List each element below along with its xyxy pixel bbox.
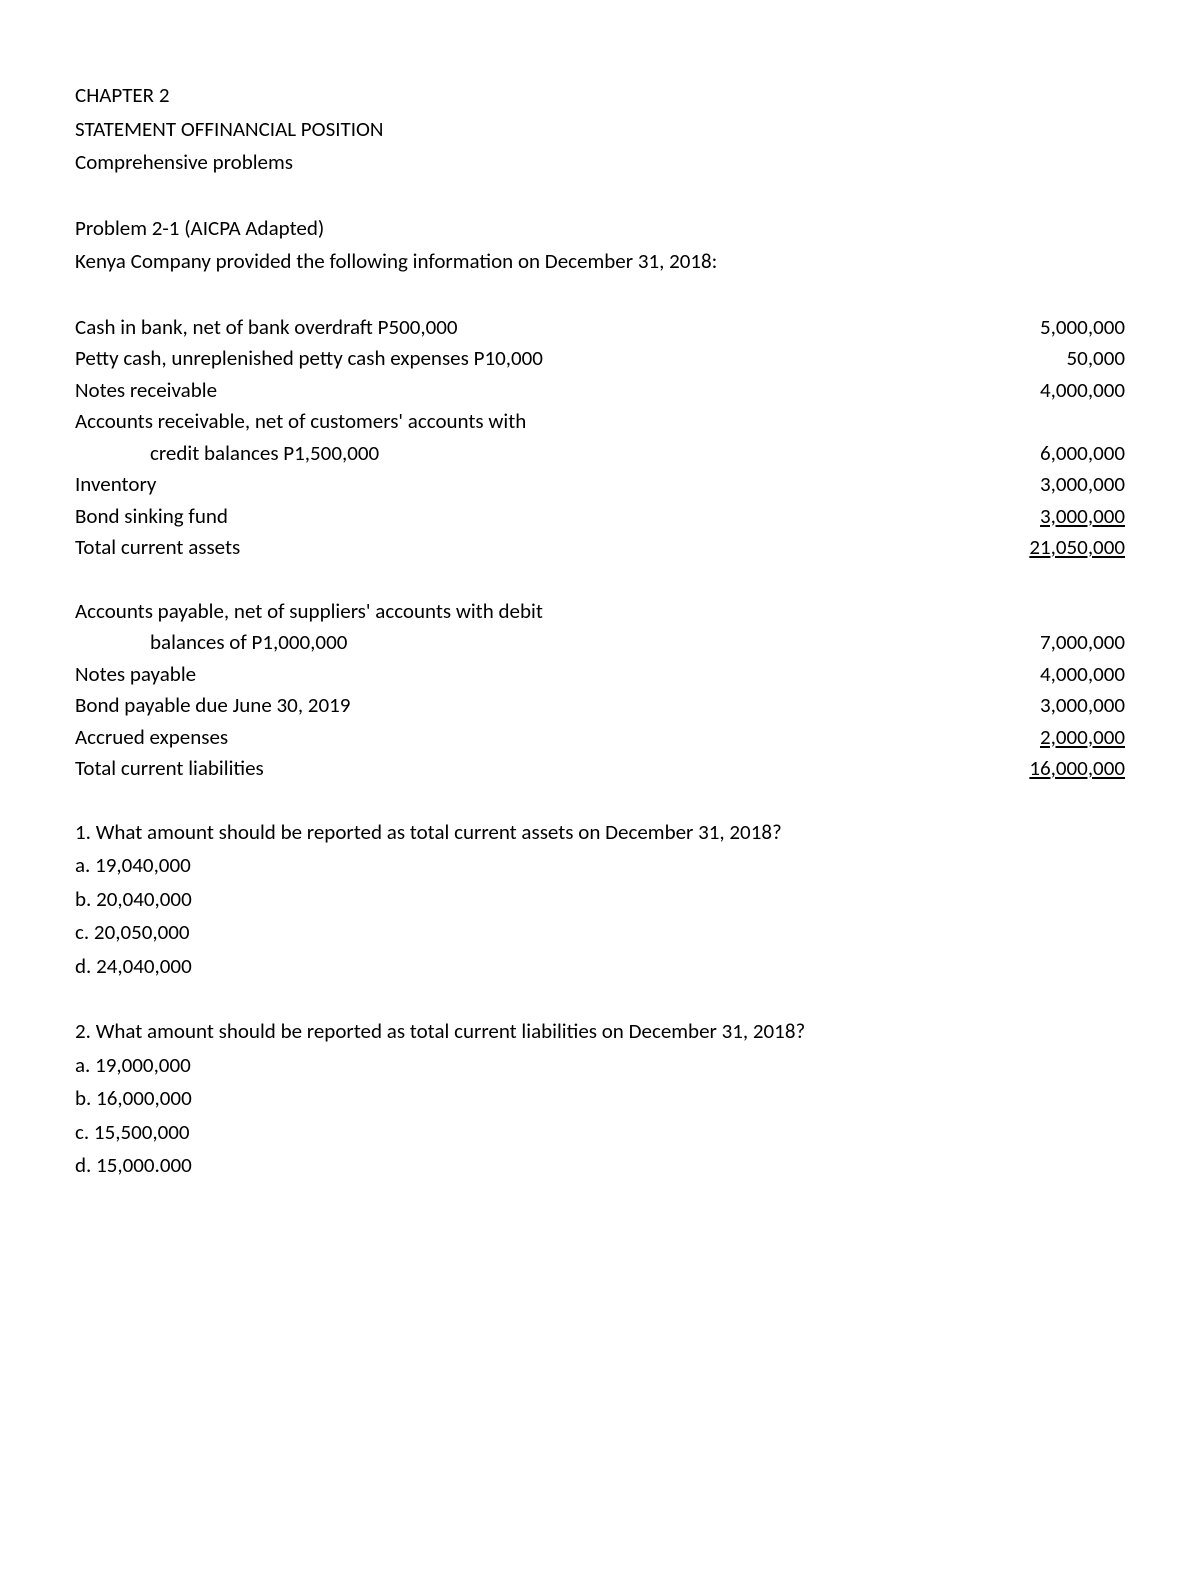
table-row: credit balances P1,500,0006,000,000: [75, 438, 1125, 470]
answer-option: b. 20,040,000: [75, 884, 1125, 916]
spacer: [75, 564, 1125, 596]
row-label: Bond payable due June 30, 2019: [75, 690, 975, 722]
table-row: Cash in bank, net of bank overdraft P500…: [75, 312, 1125, 344]
row-label: Total current liabilities: [75, 753, 975, 785]
problem-number: Problem 2-1 (AICPA Adapted): [75, 213, 1125, 245]
table-row: Petty cash, unreplenished petty cash exp…: [75, 343, 1125, 375]
table-row: Notes receivable4,000,000: [75, 375, 1125, 407]
answer-option: a. 19,040,000: [75, 850, 1125, 882]
row-value: 4,000,000: [975, 375, 1125, 407]
spacer: [75, 984, 1125, 1016]
row-value: 3,000,000: [975, 469, 1125, 501]
row-value: 5,000,000: [975, 312, 1125, 344]
table-row: Total current assets21,050,000: [75, 532, 1125, 564]
header-section: CHAPTER 2 STATEMENT OFFINANCIAL POSITION…: [75, 80, 1125, 179]
question-block: 1. What amount should be reported as tot…: [75, 817, 1125, 983]
row-value: 6,000,000: [975, 438, 1125, 470]
subtitle-line: Comprehensive problems: [75, 147, 1125, 179]
row-label: Bond sinking fund: [75, 501, 975, 533]
row-value: 3,000,000: [975, 501, 1125, 533]
row-label: Cash in bank, net of bank overdraft P500…: [75, 312, 975, 344]
question-block: 2. What amount should be reported as tot…: [75, 1016, 1125, 1182]
table-row: Accounts receivable, net of customers' a…: [75, 406, 1125, 438]
answer-option: d. 24,040,000: [75, 951, 1125, 983]
row-value: 50,000: [975, 343, 1125, 375]
row-label: balances of P1,000,000: [75, 627, 975, 659]
spacer: [75, 280, 1125, 312]
problem-header: Problem 2-1 (AICPA Adapted) Kenya Compan…: [75, 213, 1125, 278]
table-row: Accounts payable, net of suppliers' acco…: [75, 596, 1125, 628]
assets-table: Cash in bank, net of bank overdraft P500…: [75, 312, 1125, 564]
row-label: Accrued expenses: [75, 722, 975, 754]
row-value: 2,000,000: [975, 722, 1125, 754]
question-text: 1. What amount should be reported as tot…: [75, 817, 1125, 849]
table-row: Inventory3,000,000: [75, 469, 1125, 501]
row-label: Petty cash, unreplenished petty cash exp…: [75, 343, 975, 375]
row-label: Notes receivable: [75, 375, 975, 407]
table-row: Notes payable4,000,000: [75, 659, 1125, 691]
answer-option: a. 19,000,000: [75, 1050, 1125, 1082]
row-value: 21,050,000: [975, 532, 1125, 564]
row-label: credit balances P1,500,000: [75, 438, 975, 470]
row-value: 4,000,000: [975, 659, 1125, 691]
spacer: [75, 785, 1125, 817]
row-label: Accounts receivable, net of customers' a…: [75, 406, 975, 438]
row-label: Notes payable: [75, 659, 975, 691]
row-value: 3,000,000: [975, 690, 1125, 722]
table-row: Accrued expenses2,000,000: [75, 722, 1125, 754]
row-value: 16,000,000: [975, 753, 1125, 785]
document-page: CHAPTER 2 STATEMENT OFFINANCIAL POSITION…: [75, 80, 1125, 1182]
chapter-line: CHAPTER 2: [75, 80, 1125, 112]
row-label: Inventory: [75, 469, 975, 501]
problem-intro: Kenya Company provided the following inf…: [75, 246, 1125, 278]
questions-section: 1. What amount should be reported as tot…: [75, 817, 1125, 1182]
table-row: balances of P1,000,0007,000,000: [75, 627, 1125, 659]
table-row: Total current liabilities16,000,000: [75, 753, 1125, 785]
answer-option: c. 15,500,000: [75, 1117, 1125, 1149]
spacer: [75, 181, 1125, 213]
row-label: Total current assets: [75, 532, 975, 564]
answer-option: b. 16,000,000: [75, 1083, 1125, 1115]
title-line: STATEMENT OFFINANCIAL POSITION: [75, 114, 1125, 146]
row-value: 7,000,000: [975, 627, 1125, 659]
table-row: Bond sinking fund3,000,000: [75, 501, 1125, 533]
row-label: Accounts payable, net of suppliers' acco…: [75, 596, 975, 628]
liabilities-table: Accounts payable, net of suppliers' acco…: [75, 596, 1125, 785]
answer-option: c. 20,050,000: [75, 917, 1125, 949]
question-text: 2. What amount should be reported as tot…: [75, 1016, 1125, 1048]
table-row: Bond payable due June 30, 20193,000,000: [75, 690, 1125, 722]
answer-option: d. 15,000.000: [75, 1150, 1125, 1182]
